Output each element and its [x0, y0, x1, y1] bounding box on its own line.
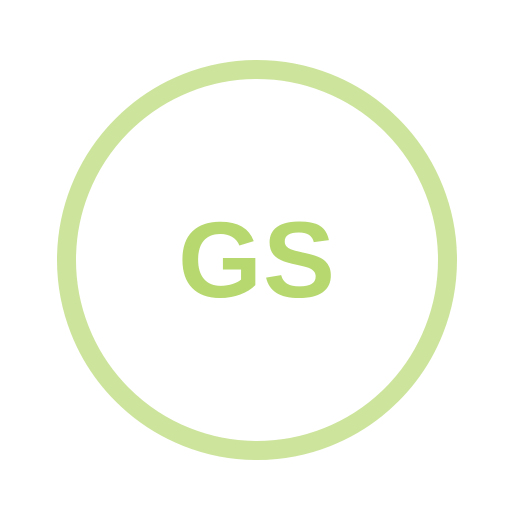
avatar: GS [57, 60, 457, 460]
avatar-initials: GS [177, 199, 337, 320]
